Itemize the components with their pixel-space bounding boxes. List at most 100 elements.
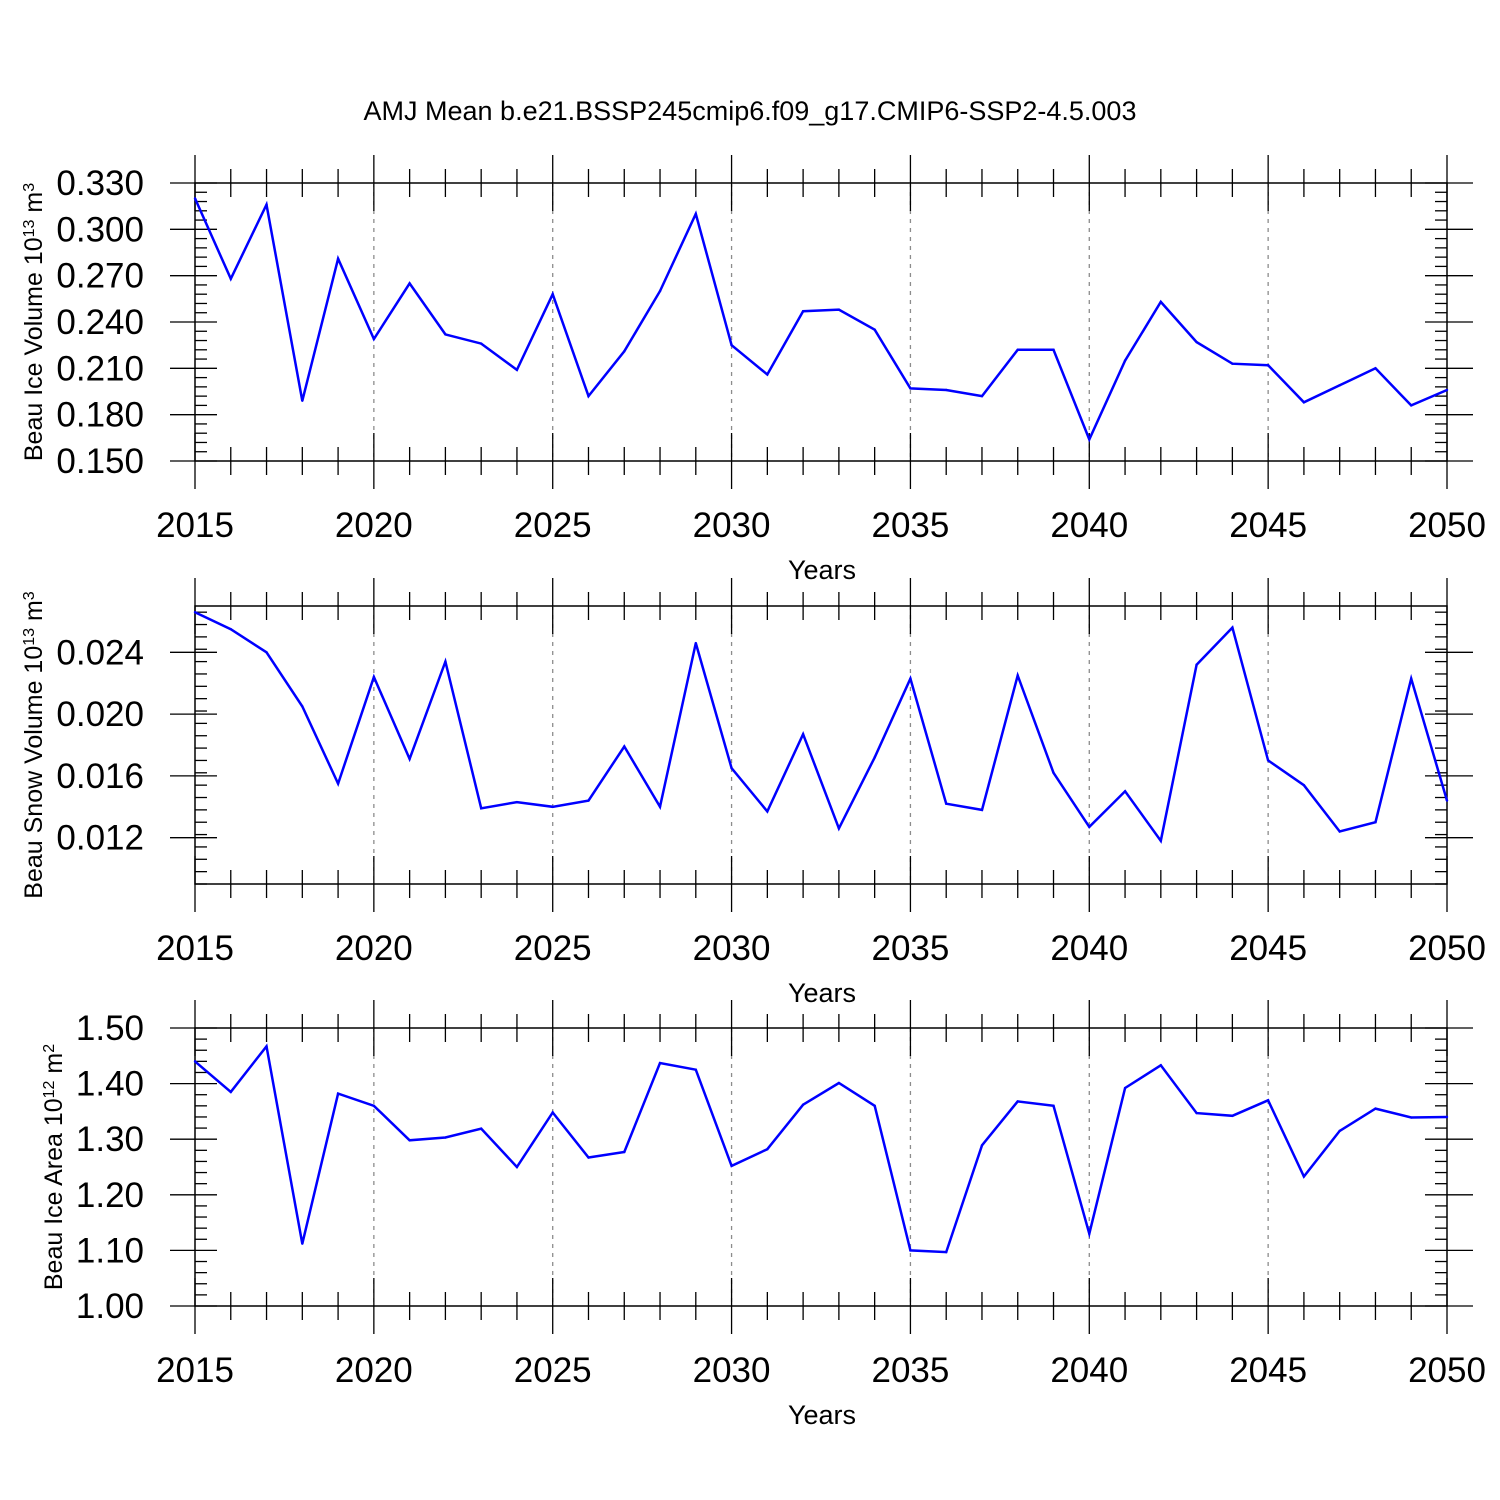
data-point — [801, 309, 805, 313]
data-point — [837, 1081, 841, 1085]
y-tick-label: 1.50 — [76, 1009, 144, 1048]
data-point — [909, 387, 912, 390]
data-point — [1266, 364, 1270, 367]
series-line — [194, 1043, 1448, 1254]
x-tick-label: 2015 — [156, 929, 234, 968]
data-point — [1195, 663, 1198, 666]
data-point — [1374, 367, 1377, 370]
data-point — [1016, 674, 1019, 677]
y-tick-label: 1.10 — [76, 1231, 144, 1270]
data-point — [1338, 830, 1341, 833]
ice-volume-panel: 0.150 0.180 0.210 0.240 0.270 0.300 0.330 2015 2… — [20, 155, 1486, 585]
ice-area-panel: 1.00 1.10 1.20 1.30 1.40 1.50 2015 2020 2025 2030… — [40, 1000, 1486, 1430]
data-point — [479, 342, 483, 345]
data-point — [1410, 404, 1413, 407]
data-point — [945, 388, 948, 392]
data-point — [730, 766, 733, 770]
x-tick-label: 2030 — [693, 506, 771, 545]
y-title-superscript: 13 — [21, 219, 38, 237]
data-point — [1374, 821, 1377, 824]
y-tick-label: 1.20 — [76, 1176, 144, 1215]
x-axis-title: Years — [788, 1400, 856, 1430]
y-title-text: Beau Snow Volume 10 — [20, 646, 48, 899]
data-point — [229, 627, 232, 631]
x-tick-label: 2025 — [514, 1351, 592, 1390]
data-point — [1016, 348, 1019, 351]
data-point — [408, 1139, 411, 1142]
x-tick-label: 2035 — [871, 1351, 949, 1390]
y-tick-label: 0.180 — [56, 396, 144, 435]
y-tick-label: 0.210 — [56, 349, 144, 388]
x-tick-label: 2030 — [693, 1351, 771, 1390]
data-point — [444, 660, 447, 663]
plot-frame — [194, 605, 1448, 885]
x-tick-label: 2035 — [871, 929, 949, 968]
x-tick-label: 2035 — [871, 506, 949, 545]
data-point — [730, 1164, 733, 1168]
x-tick-label: 2050 — [1408, 1351, 1486, 1390]
data-point — [837, 308, 841, 311]
data-point — [372, 1104, 376, 1108]
data-point — [1123, 790, 1127, 793]
data-point — [229, 277, 232, 280]
series-line — [194, 611, 1449, 844]
data-point — [945, 802, 948, 805]
data-point — [1231, 362, 1234, 365]
data-point — [873, 756, 876, 759]
y-tick-label: 1.40 — [76, 1065, 144, 1104]
y-tick-label: 0.300 — [56, 210, 144, 249]
data-point — [193, 610, 197, 614]
y-tick-label: 1.00 — [76, 1287, 144, 1326]
data-point — [1231, 626, 1234, 629]
data-point — [801, 1103, 805, 1106]
data-point — [980, 1144, 984, 1147]
data-point — [1231, 1114, 1234, 1118]
data-point — [980, 394, 984, 398]
data-point — [1159, 1064, 1163, 1067]
y-title-superscript: 3 — [21, 591, 38, 600]
data-point — [1195, 340, 1198, 344]
data-point — [1410, 677, 1413, 680]
data-point — [1338, 384, 1341, 387]
y-title-text: m — [20, 192, 48, 220]
data-point — [551, 1111, 554, 1114]
x-tick-label: 2030 — [693, 929, 771, 968]
data-point — [980, 808, 984, 812]
data-point — [479, 1127, 483, 1130]
data-point — [766, 1148, 769, 1151]
data-point — [837, 827, 841, 830]
data-point — [265, 1045, 268, 1048]
y-tick-label: 0.012 — [56, 819, 144, 858]
data-point — [623, 745, 626, 748]
data-point — [766, 373, 769, 376]
data-point — [1052, 1104, 1055, 1108]
y-tick-label: 0.240 — [56, 303, 144, 342]
y-tick-label: 0.020 — [56, 695, 144, 734]
data-point — [551, 805, 554, 808]
data-point — [229, 1090, 232, 1094]
data-point — [1302, 1175, 1306, 1178]
data-point — [1266, 1099, 1270, 1102]
data-point — [873, 1104, 876, 1108]
y-tick-label: 0.024 — [56, 633, 144, 672]
y-title-superscript: 12 — [41, 1080, 58, 1098]
x-axis-title: Years — [788, 978, 856, 1008]
series-line — [193, 197, 1448, 443]
data-point — [945, 1250, 948, 1254]
data-point — [372, 675, 376, 679]
y-title-text: m — [20, 600, 48, 628]
x-tick-label: 2040 — [1050, 506, 1128, 545]
data-point — [193, 197, 197, 200]
data-point — [1123, 1086, 1127, 1090]
data-point — [1195, 1111, 1198, 1115]
data-point — [551, 293, 554, 296]
y-title-superscript: 2 — [41, 1044, 58, 1053]
y-tick-label: 0.150 — [56, 442, 144, 481]
data-point — [515, 800, 519, 804]
y-tick-label: 0.330 — [56, 164, 144, 203]
data-point — [658, 805, 662, 808]
data-point — [1088, 825, 1091, 829]
plot-frame — [194, 1027, 1448, 1307]
data-point — [658, 289, 662, 293]
data-point — [444, 1136, 447, 1139]
